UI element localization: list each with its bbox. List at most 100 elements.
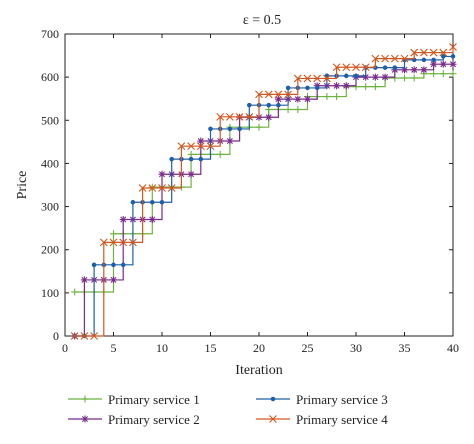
data-point xyxy=(303,74,312,83)
data-point xyxy=(293,74,302,83)
y-tick-label: 100 xyxy=(41,286,59,300)
series-line xyxy=(74,73,453,293)
data-point xyxy=(382,65,388,70)
data-point xyxy=(421,57,427,63)
x-tick-label: 10 xyxy=(156,341,168,355)
data-point xyxy=(167,184,176,192)
legend-label: Primary service 4 xyxy=(296,412,388,427)
data-point xyxy=(352,63,360,72)
data-point xyxy=(285,85,291,91)
data-point xyxy=(196,142,205,151)
data-point xyxy=(159,199,165,205)
data-point xyxy=(314,85,320,91)
data-point xyxy=(264,90,273,99)
data-point xyxy=(150,199,155,205)
data-point xyxy=(361,63,370,72)
legend-label: Primary service 2 xyxy=(108,412,200,427)
series-3 xyxy=(72,54,456,339)
legend-marker xyxy=(81,415,89,423)
data-point xyxy=(216,112,225,121)
series-4 xyxy=(70,43,457,340)
x-tick-label: 5 xyxy=(111,341,117,355)
data-point xyxy=(255,90,263,99)
data-point xyxy=(449,60,457,68)
data-point xyxy=(80,276,88,284)
x-tick-label: 35 xyxy=(399,341,411,355)
legend-item-3: Primary service 3 xyxy=(256,392,388,407)
y-tick-label: 600 xyxy=(41,70,59,84)
data-point xyxy=(324,73,330,79)
data-point xyxy=(110,230,117,238)
data-point xyxy=(177,142,186,151)
x-tick-label: 20 xyxy=(253,341,265,355)
data-point xyxy=(235,112,244,121)
data-point xyxy=(381,73,389,81)
data-point xyxy=(276,102,281,108)
legend-label: Primary service 3 xyxy=(296,392,388,407)
data-point xyxy=(237,126,242,132)
data-point xyxy=(158,170,166,178)
data-point xyxy=(371,54,380,63)
data-point xyxy=(284,106,292,113)
x-tick-label: 0 xyxy=(62,341,68,355)
data-point xyxy=(353,73,359,79)
data-point xyxy=(188,156,194,162)
data-point xyxy=(429,48,438,57)
data-point xyxy=(400,54,409,63)
x-tick-label: 15 xyxy=(205,341,217,355)
data-point xyxy=(245,112,254,121)
data-point xyxy=(91,262,97,268)
data-point xyxy=(420,66,428,74)
data-point xyxy=(304,95,311,103)
data-point xyxy=(226,137,234,145)
series-line xyxy=(74,55,453,337)
legend-item-1: Primary service 1 xyxy=(68,392,200,407)
data-point xyxy=(342,82,350,90)
data-point xyxy=(111,262,116,268)
x-tick-label: 25 xyxy=(302,341,314,355)
data-point xyxy=(410,48,419,57)
data-point xyxy=(265,113,273,121)
data-point xyxy=(130,199,136,205)
x-tick-label: 30 xyxy=(350,341,362,355)
data-point xyxy=(148,216,156,224)
chart-title: ε = 0.5 xyxy=(243,13,281,28)
data-point xyxy=(80,332,89,340)
data-point xyxy=(410,66,418,74)
series-2 xyxy=(71,60,457,340)
data-point xyxy=(227,126,233,132)
data-point xyxy=(333,93,341,101)
data-point xyxy=(294,106,302,113)
data-point xyxy=(119,238,128,247)
data-point xyxy=(342,63,351,72)
y-tick-label: 500 xyxy=(41,113,59,127)
x-tick-label: 40 xyxy=(447,341,459,355)
data-point xyxy=(305,85,310,91)
data-point xyxy=(266,102,272,108)
data-point xyxy=(450,54,456,59)
legend: Primary service 1 Primary service 2 Primar… xyxy=(68,392,388,427)
data-point xyxy=(323,93,331,101)
data-point xyxy=(169,156,174,162)
legend-marker xyxy=(81,395,89,403)
data-point xyxy=(344,73,349,79)
data-point xyxy=(187,142,195,151)
data-point xyxy=(332,63,341,72)
data-point xyxy=(148,183,156,191)
data-point xyxy=(120,262,126,268)
data-point xyxy=(216,150,224,158)
data-point xyxy=(439,48,448,57)
legend-marker xyxy=(269,415,277,423)
data-point xyxy=(247,102,252,108)
data-point xyxy=(390,54,399,63)
series-layer xyxy=(70,43,457,340)
legend-item-4: Primary service 4 xyxy=(256,412,388,427)
data-point xyxy=(197,137,205,145)
data-point xyxy=(226,112,234,121)
data-point xyxy=(371,73,379,81)
data-point xyxy=(420,48,428,57)
data-point xyxy=(109,238,118,247)
data-point xyxy=(323,74,331,83)
y-axis-title: Price xyxy=(15,171,30,200)
